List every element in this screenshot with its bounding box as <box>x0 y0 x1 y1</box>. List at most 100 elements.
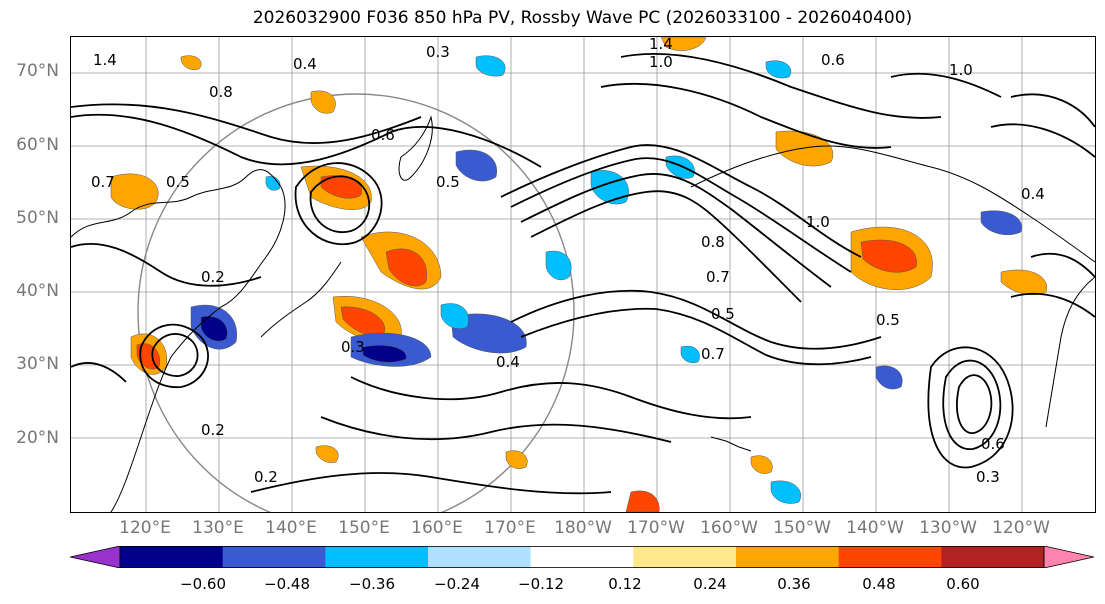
lon-label-130w: 130°W <box>919 518 977 538</box>
lat-label-40n: 40°N <box>16 281 59 301</box>
pv-contour <box>294 162 383 246</box>
pv-anomaly <box>385 248 428 287</box>
pv-warm-shading <box>110 37 1048 512</box>
contour-label: 0.2 <box>254 468 278 486</box>
pv-anomaly <box>450 313 527 354</box>
pv-contour <box>890 72 1002 98</box>
colorbar-segment <box>325 546 429 568</box>
lon-label-170w: 170°W <box>627 518 685 538</box>
map-canvas: 1.4 0.3 0.4 0.6 0.8 1.0 0.7 0.2 0.5 0.3 … <box>71 37 1095 512</box>
colorbar-tick-label: 0.36 <box>777 575 811 593</box>
colorbar-outline <box>119 546 1045 569</box>
contour-label: 0.2 <box>201 421 225 439</box>
colorbar-tick-label: 0.24 <box>693 575 727 593</box>
colorbar-tick-label: −0.24 <box>434 575 480 593</box>
pv-anomaly <box>765 60 791 79</box>
pv-contour <box>139 323 209 388</box>
contour-label: 0.7 <box>701 345 725 363</box>
lat-label-50n: 50°N <box>16 208 59 228</box>
contour-label: 1.0 <box>649 53 673 71</box>
pv-contour <box>520 173 832 288</box>
colorbar-segment <box>69 545 121 569</box>
contour-label: 0.5 <box>436 173 460 191</box>
colorbar-segment <box>120 546 224 568</box>
pv-contour <box>956 374 993 434</box>
pv-contour <box>530 190 802 303</box>
lon-label-180w: 180°W <box>554 518 612 538</box>
pv-contours <box>71 52 1095 495</box>
colorbar-svg <box>69 545 1095 569</box>
contour-label: 0.4 <box>496 353 520 371</box>
pv-contour <box>942 359 1002 450</box>
contour-label: 0.4 <box>1021 185 1045 203</box>
lon-label-160e: 160°E <box>411 518 463 538</box>
pv-contour <box>151 333 199 377</box>
pv-contour <box>927 346 1014 469</box>
colorbar-segment <box>530 546 634 568</box>
pv-contour <box>620 52 942 119</box>
colorbar-segment <box>633 546 737 568</box>
pv-contour <box>520 307 872 366</box>
pv-contour <box>600 82 892 149</box>
contour-label: 0.3 <box>976 468 1000 486</box>
contour-label: 0.2 <box>201 268 225 286</box>
pv-contour <box>500 144 862 258</box>
colorbar-tick-label: 0.12 <box>608 575 642 593</box>
pv-contour <box>71 362 127 383</box>
coastline-hawaii <box>710 436 752 452</box>
pv-contour <box>71 113 542 168</box>
contour-label: 0.6 <box>981 435 1005 453</box>
lat-label-30n: 30°N <box>16 354 59 374</box>
pv-anomaly <box>455 149 498 182</box>
pv-anomaly <box>770 480 801 504</box>
pv-anomaly <box>310 90 336 114</box>
lon-label-120w: 120°W <box>992 518 1050 538</box>
coastline-north-america <box>1045 276 1095 428</box>
colorbar-segment <box>1043 545 1095 569</box>
contour-labels: 1.4 0.3 0.4 0.6 0.8 1.0 0.7 0.2 0.5 0.3 … <box>91 37 1045 486</box>
pv-contour <box>71 103 422 144</box>
pv-anomaly <box>180 55 202 70</box>
lat-label-60n: 60°N <box>16 135 59 155</box>
colorbar-tick-label: 0.48 <box>862 575 896 593</box>
lon-label-140e: 140°E <box>265 518 317 538</box>
pv-contour <box>990 123 1095 158</box>
contour-label: 0.6 <box>371 126 395 144</box>
contour-label: 1.0 <box>806 213 830 231</box>
contour-label: 0.7 <box>91 173 115 191</box>
map-panel[interactable]: 1.4 0.3 0.4 0.6 0.8 1.0 0.7 0.2 0.5 0.3 … <box>70 36 1096 513</box>
pv-anomaly <box>315 445 339 463</box>
pv-contour <box>320 416 672 443</box>
pv-contour <box>1010 292 1095 318</box>
pv-contour <box>309 175 371 234</box>
colorbar-segment <box>736 546 840 568</box>
lon-label-120e: 120°E <box>119 518 171 538</box>
contour-label: 0.3 <box>341 338 365 356</box>
pv-anomaly <box>625 490 660 512</box>
colorbar-segment <box>222 546 326 568</box>
contour-label: 0.8 <box>701 233 725 251</box>
pv-anomaly <box>440 303 469 329</box>
pv-anomaly <box>362 345 407 363</box>
pv-anomaly <box>110 173 159 210</box>
contour-label: 0.3 <box>426 43 450 61</box>
contour-label: 1.4 <box>649 37 673 53</box>
colorbar-tick-label: −0.48 <box>264 575 310 593</box>
contour-label: 0.6 <box>821 51 845 69</box>
contour-label: 0.5 <box>711 305 735 323</box>
pv-anomaly <box>980 210 1022 236</box>
pv-contour <box>350 376 752 420</box>
colorbar-segment <box>428 546 532 568</box>
pv-contour <box>1010 93 1095 128</box>
pv-anomaly <box>860 239 917 273</box>
pv-contour <box>250 472 612 495</box>
pv-anomaly <box>265 176 281 191</box>
figure-title: 2026032900 F036 850 hPa PV, Rossby Wave … <box>252 8 913 28</box>
pv-anomaly <box>590 170 629 205</box>
colorbar-tick-label: −0.12 <box>518 575 564 593</box>
lon-label-170e: 170°E <box>484 518 536 538</box>
pv-contour <box>1030 252 1095 278</box>
colorbar <box>69 545 1095 572</box>
lon-label-130e: 130°E <box>192 518 244 538</box>
contour-label: 0.5 <box>876 311 900 329</box>
